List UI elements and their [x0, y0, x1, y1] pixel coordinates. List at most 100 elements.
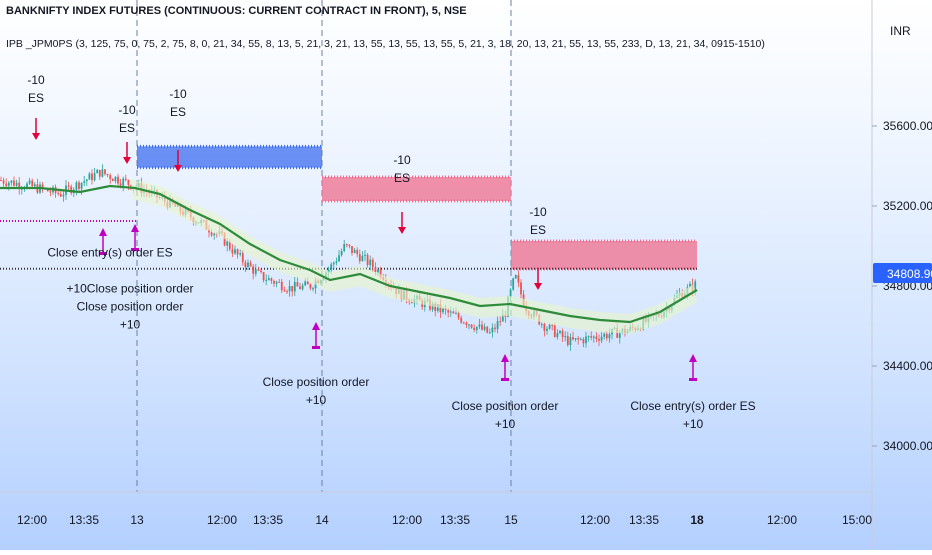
candle-body	[304, 281, 307, 286]
annotation-text: +10Close position order	[66, 281, 193, 295]
candle-body	[494, 327, 496, 329]
candle-body	[57, 192, 60, 195]
y-tick-label: 34000.00	[883, 439, 932, 453]
annotation-text: +10	[120, 317, 141, 331]
x-tick-label: 14	[315, 513, 329, 527]
candle-body	[486, 326, 489, 333]
candle-body	[348, 244, 351, 247]
candle-body	[496, 321, 499, 329]
currency-label: INR	[890, 24, 911, 38]
candle-body	[67, 185, 70, 187]
candle-body	[270, 278, 273, 281]
candle-body	[223, 233, 226, 246]
candle-body	[231, 249, 234, 254]
candle-body	[553, 325, 556, 338]
zone-red-1	[322, 177, 511, 201]
candle-body	[236, 249, 239, 255]
x-tick-label: 12:00	[17, 513, 47, 527]
exit-arrow-head-icon	[534, 283, 542, 290]
candle-body	[330, 264, 333, 270]
annotation-text: +10	[683, 417, 704, 431]
candle-body	[592, 336, 595, 338]
candle-body	[600, 336, 603, 341]
candle-body	[286, 291, 288, 293]
entry-bar-icon	[131, 248, 139, 251]
indicator-label[interactable]: IPB _JPM0PS (3, 125, 75, 0, 75, 2, 75, 8…	[6, 38, 765, 50]
x-tick-label: 13:35	[253, 513, 283, 527]
candle-body	[481, 324, 483, 330]
candle-body	[59, 194, 62, 197]
candle-body	[551, 324, 554, 326]
candle-body	[252, 266, 255, 274]
y-tick-label: 35600.00	[883, 119, 932, 133]
grid-layer	[136, 0, 512, 492]
candle-body	[247, 262, 249, 267]
candle-body	[561, 330, 564, 338]
annotation-text: Close position order	[77, 299, 184, 313]
annotation-text: Close position order	[452, 399, 559, 413]
candle-body	[254, 269, 257, 274]
candle-body	[694, 281, 697, 291]
candle-body	[520, 282, 522, 295]
candle-body	[213, 233, 216, 236]
entry-bar-icon	[99, 252, 107, 255]
annotation-text: -10	[529, 205, 547, 219]
candle-body	[340, 251, 343, 256]
candle-body	[478, 324, 481, 327]
candle-body	[234, 249, 236, 254]
candle-body	[379, 269, 382, 278]
candle-body	[70, 186, 73, 194]
time-axis[interactable]: 12:00 13:35 13 12:00 13:35 14 12:00 13:35 15 12:0…	[17, 513, 872, 527]
candle-body	[2, 180, 5, 184]
candle-body	[475, 326, 478, 331]
annotation-text: -10	[169, 87, 187, 101]
x-tick-label: 18	[690, 513, 704, 527]
exit-arrow-head-icon	[174, 165, 182, 172]
ma-layer	[0, 179, 698, 334]
candle-body	[80, 182, 83, 189]
candle-body	[244, 262, 247, 267]
candle-body	[590, 336, 593, 338]
candle-body	[106, 174, 109, 176]
candle-body	[296, 282, 299, 287]
annotation-text: ES	[170, 105, 186, 119]
candle-body	[91, 173, 93, 181]
ann-layer: -10 ES -10 ES -10 ES -10 ES -10 ES Close entry(s) …	[27, 73, 755, 431]
candle-body	[608, 334, 611, 339]
annotation-text: -10	[27, 73, 45, 87]
exit-arrow-head-icon	[123, 157, 131, 164]
candle-body	[488, 332, 491, 334]
annotation-text: -10	[118, 103, 136, 117]
candle-body	[572, 337, 574, 340]
candle-body	[366, 254, 369, 266]
candle-body	[291, 285, 294, 292]
candle-body	[15, 182, 18, 186]
candle-body	[605, 333, 608, 339]
candle-body	[543, 323, 546, 331]
candle-body	[312, 288, 314, 290]
candle-body	[273, 280, 275, 284]
candle-body	[101, 169, 104, 177]
candle-body	[439, 304, 442, 313]
candle-body	[587, 336, 590, 338]
zone-red-2	[511, 241, 697, 269]
annotation-text: -10	[393, 153, 411, 167]
candle-body	[618, 332, 621, 338]
candle-body	[124, 178, 127, 180]
candle-body	[306, 281, 309, 285]
candle-body	[566, 336, 569, 346]
candle-body	[371, 259, 374, 268]
candle-body	[689, 283, 691, 288]
candle-body	[559, 330, 561, 334]
candle-body	[98, 169, 101, 177]
candle-body	[353, 249, 356, 254]
candle-body	[275, 281, 278, 284]
candle-body	[283, 290, 286, 292]
entry-arrow-head-icon	[99, 228, 107, 236]
candle-body	[111, 179, 114, 182]
candle-body	[540, 323, 543, 325]
candle-body	[278, 281, 281, 283]
candle-body	[473, 327, 476, 331]
